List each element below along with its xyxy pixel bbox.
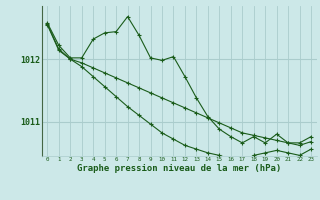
- X-axis label: Graphe pression niveau de la mer (hPa): Graphe pression niveau de la mer (hPa): [77, 164, 281, 173]
